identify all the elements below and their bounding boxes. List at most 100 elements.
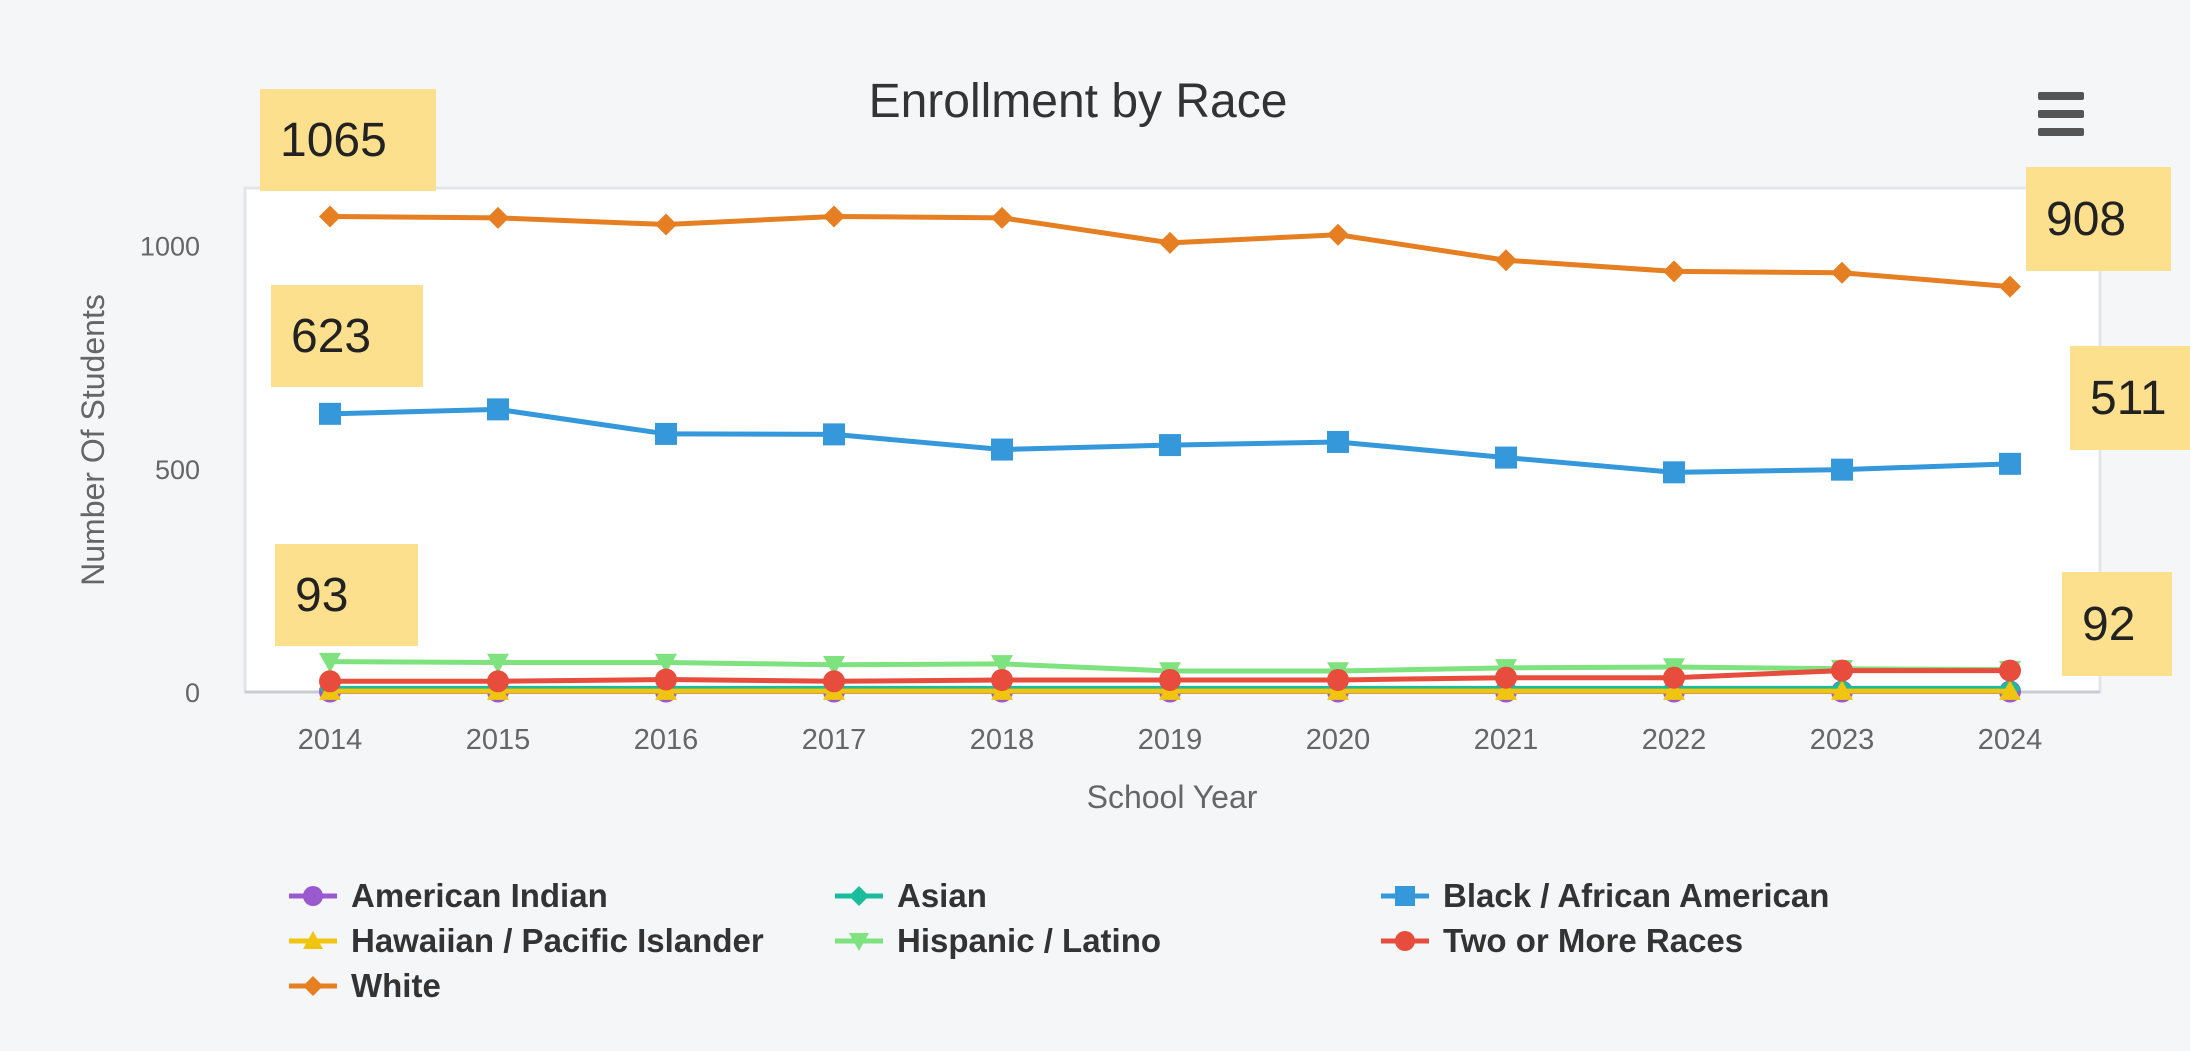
legend-label: Black / African American bbox=[1443, 877, 1830, 914]
data-point[interactable] bbox=[303, 886, 323, 906]
data-point[interactable] bbox=[487, 398, 509, 421]
value-callout: 1065 bbox=[260, 89, 436, 191]
x-tick-label: 2022 bbox=[1642, 724, 1707, 756]
data-point[interactable] bbox=[991, 206, 1013, 229]
data-point[interactable] bbox=[487, 206, 509, 229]
data-point[interactable] bbox=[655, 422, 677, 445]
legend-symbol-icon bbox=[289, 931, 337, 949]
data-point[interactable] bbox=[1663, 680, 1685, 700]
data-point[interactable] bbox=[1663, 666, 1685, 689]
chart-title: Enrollment by Race bbox=[869, 75, 1288, 128]
data-point[interactable] bbox=[1999, 659, 2021, 682]
x-tick-label: 2020 bbox=[1306, 724, 1371, 756]
data-point[interactable] bbox=[1831, 458, 1853, 481]
data-point[interactable] bbox=[823, 670, 845, 693]
legend-label: Hispanic / Latino bbox=[897, 922, 1162, 959]
data-point[interactable] bbox=[991, 655, 1013, 675]
data-point[interactable] bbox=[655, 668, 677, 691]
x-tick-label: 2023 bbox=[1810, 724, 1875, 756]
x-tick-label: 2018 bbox=[970, 724, 1035, 756]
x-tick-label: 2015 bbox=[466, 724, 531, 756]
legend-symbol-icon bbox=[1381, 886, 1429, 906]
data-point[interactable] bbox=[1999, 275, 2021, 298]
data-point[interactable] bbox=[849, 886, 869, 906]
legend-symbol-icon bbox=[835, 886, 883, 906]
legend-label: Hawaiian / Pacific Islander bbox=[351, 922, 764, 959]
data-point[interactable] bbox=[1159, 231, 1181, 254]
legend-item[interactable]: White bbox=[289, 965, 441, 1007]
data-point[interactable] bbox=[1159, 434, 1181, 457]
data-point[interactable] bbox=[1395, 886, 1415, 906]
data-point[interactable] bbox=[1327, 668, 1349, 691]
value-callout: 93 bbox=[275, 544, 418, 646]
data-point[interactable] bbox=[1327, 223, 1349, 246]
data-point[interactable] bbox=[303, 976, 323, 996]
series-black-african-american bbox=[319, 398, 2021, 484]
legend-item[interactable]: Asian bbox=[835, 875, 987, 917]
data-point[interactable] bbox=[303, 931, 323, 949]
data-point[interactable] bbox=[487, 653, 509, 674]
data-point[interactable] bbox=[319, 652, 341, 673]
legend-item[interactable]: Hawaiian / Pacific Islander bbox=[289, 920, 764, 962]
series-two-or-more-races bbox=[319, 659, 2021, 693]
y-tick-label: 500 bbox=[155, 455, 200, 485]
legend-label: Asian bbox=[897, 877, 987, 914]
data-point[interactable] bbox=[319, 670, 341, 693]
legend-symbol-icon bbox=[289, 976, 337, 996]
data-point[interactable] bbox=[1159, 668, 1181, 691]
data-point[interactable] bbox=[991, 438, 1013, 461]
hamburger-menu-icon-bar bbox=[2038, 110, 2084, 118]
x-tick-label: 2019 bbox=[1138, 724, 1203, 756]
hamburger-menu-icon-bar bbox=[2038, 128, 2084, 136]
data-point[interactable] bbox=[823, 423, 845, 446]
data-point[interactable] bbox=[655, 213, 677, 236]
x-axis-label: School Year bbox=[1087, 779, 1258, 815]
data-point[interactable] bbox=[1663, 461, 1685, 484]
data-point[interactable] bbox=[319, 402, 341, 425]
data-point[interactable] bbox=[1495, 249, 1517, 272]
chart-menu-button[interactable] bbox=[2028, 84, 2094, 144]
legend-label: Two or More Races bbox=[1443, 922, 1744, 959]
data-point[interactable] bbox=[823, 205, 845, 228]
data-point[interactable] bbox=[1495, 666, 1517, 689]
data-point[interactable] bbox=[655, 653, 677, 674]
x-tick-label: 2017 bbox=[802, 724, 867, 756]
data-point[interactable] bbox=[1831, 261, 1853, 284]
data-point[interactable] bbox=[319, 205, 341, 228]
data-point[interactable] bbox=[823, 655, 845, 676]
data-point[interactable] bbox=[1495, 446, 1517, 469]
value-callout: 92 bbox=[2062, 572, 2172, 676]
legend-symbol-icon bbox=[1381, 931, 1429, 951]
data-point[interactable] bbox=[1495, 680, 1517, 700]
x-tick-label: 2016 bbox=[634, 724, 699, 756]
data-point[interactable] bbox=[487, 670, 509, 693]
x-tick-label: 2021 bbox=[1474, 724, 1539, 756]
data-point[interactable] bbox=[1831, 680, 1853, 700]
data-point[interactable] bbox=[1831, 659, 1853, 682]
data-point[interactable] bbox=[1663, 260, 1685, 283]
data-point[interactable] bbox=[1395, 931, 1415, 951]
legend-item[interactable]: Black / African American bbox=[1381, 875, 1829, 917]
legend-label: American Indian bbox=[351, 877, 608, 914]
data-point[interactable] bbox=[991, 668, 1013, 691]
data-point[interactable] bbox=[1327, 430, 1349, 453]
value-callout: 623 bbox=[271, 285, 423, 387]
legend-item[interactable]: Two or More Races bbox=[1381, 920, 1743, 962]
data-point[interactable] bbox=[1999, 452, 2021, 475]
legend-label: White bbox=[351, 967, 441, 1004]
legend-symbol-icon bbox=[289, 886, 337, 906]
series-white bbox=[319, 205, 2021, 298]
data-point[interactable] bbox=[1999, 680, 2021, 700]
data-point[interactable] bbox=[849, 933, 869, 951]
y-axis-label: Number Of Students bbox=[75, 294, 111, 586]
legend-item[interactable]: American Indian bbox=[289, 875, 608, 917]
y-tick-label: 0 bbox=[185, 678, 200, 708]
x-tick-label: 2024 bbox=[1978, 724, 2043, 756]
legend-item[interactable]: Hispanic / Latino bbox=[835, 920, 1161, 962]
value-callout: 908 bbox=[2026, 167, 2171, 271]
hamburger-menu-icon bbox=[2038, 92, 2084, 100]
x-tick-label: 2014 bbox=[298, 724, 363, 756]
y-tick-label: 1000 bbox=[140, 232, 200, 262]
